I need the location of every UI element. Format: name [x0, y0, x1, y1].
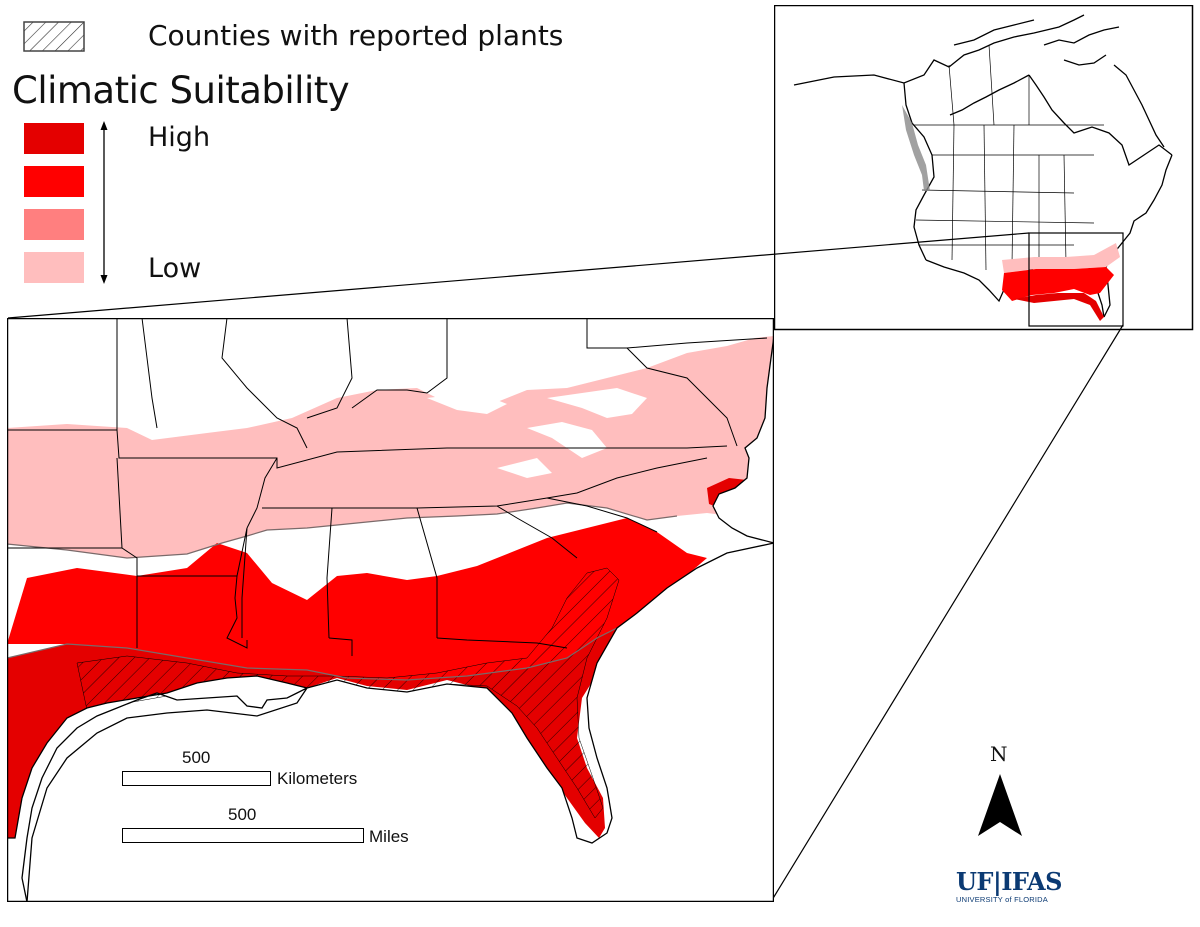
north-america-outline [793, 14, 1173, 318]
zone-low [7, 336, 774, 558]
south-gulf-water [7, 542, 774, 902]
swatch-low [24, 252, 84, 283]
atlantic-water [712, 335, 774, 544]
hatch-swatch [23, 21, 85, 52]
main-map [7, 318, 774, 902]
inset-map [774, 5, 1194, 331]
legend-title: Climatic Suitability [12, 69, 350, 112]
inset-borders [914, 44, 1104, 271]
swatch-mid-low [24, 209, 84, 240]
north-label: N [990, 742, 1008, 766]
high-label: High [148, 122, 211, 153]
scale-mi-unit: Miles [369, 827, 409, 846]
zone-mid-high [7, 518, 707, 680]
logo-main-text: UF|IFAS [956, 867, 1063, 896]
uf-ifas-logo: UF|IFAS UNIVERSITY of FLORIDA [956, 867, 1063, 905]
swatch-high [24, 123, 84, 154]
scale-bar-km [122, 771, 271, 786]
hatch-legend-label: Counties with reported plants [148, 19, 564, 52]
gulf-coastline [7, 675, 309, 902]
low-label: Low [148, 253, 202, 284]
scale-km-unit: Kilometers [277, 769, 358, 788]
upland-gaps [427, 388, 647, 478]
inset-suitability [902, 105, 1120, 321]
scale-bar-mi [122, 828, 364, 843]
suitability-gradient-arrow-icon [100, 121, 108, 284]
inset-extent-box [1028, 232, 1124, 327]
scale-mi-value: 500 [228, 805, 257, 824]
north-arrow-icon [978, 774, 1022, 836]
logo-sub-text: UNIVERSITY of FLORIDA [956, 895, 1048, 904]
state-borders [7, 318, 768, 656]
main-map-frame [7, 318, 774, 902]
scale-km-value: 500 [182, 748, 211, 767]
swatch-mid-high [24, 166, 84, 197]
